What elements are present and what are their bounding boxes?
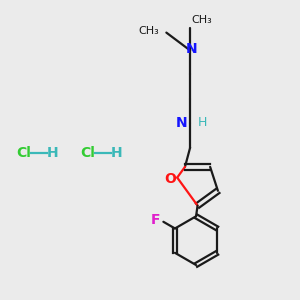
Text: Cl: Cl bbox=[16, 146, 31, 160]
Text: O: O bbox=[164, 172, 176, 186]
Text: H: H bbox=[47, 146, 58, 160]
Text: Cl: Cl bbox=[80, 146, 95, 160]
Text: H: H bbox=[111, 146, 122, 160]
Text: N: N bbox=[176, 116, 187, 130]
Text: N: N bbox=[186, 42, 197, 56]
Text: F: F bbox=[151, 213, 160, 227]
Text: H: H bbox=[198, 116, 207, 129]
Text: CH₃: CH₃ bbox=[192, 15, 212, 25]
Text: CH₃: CH₃ bbox=[138, 26, 159, 36]
